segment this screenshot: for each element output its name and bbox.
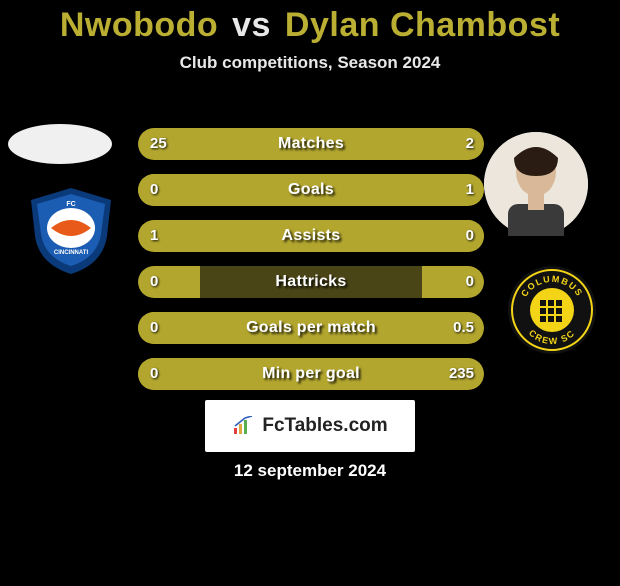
stat-row: 0235Min per goal [138, 358, 484, 390]
player1-name: Nwobodo [60, 6, 218, 44]
player1-club-badge: FC CINCINNATI [25, 184, 117, 276]
stat-row: 252Matches [138, 128, 484, 160]
stat-label: Assists [138, 220, 484, 252]
stat-label: Goals [138, 174, 484, 206]
stat-row: 00.5Goals per match [138, 312, 484, 344]
svg-text:CINCINNATI: CINCINNATI [54, 250, 89, 256]
date-text: 12 september 2024 [234, 461, 386, 481]
svg-text:FC: FC [66, 201, 75, 208]
stat-label: Hattricks [138, 266, 484, 298]
player1-avatar [8, 124, 112, 164]
stat-label: Goals per match [138, 312, 484, 344]
stats-bars: 252Matches 01Goals 10Assists 00Hattricks 00.… [138, 128, 484, 404]
branding-text: FcTables.com [262, 415, 387, 437]
branding-badge: FcTables.com [205, 400, 415, 452]
stat-row: 10Assists [138, 220, 484, 252]
stat-label: Min per goal [138, 358, 484, 390]
stat-row: 00Hattricks [138, 266, 484, 298]
subtitle: Club competitions, Season 2024 [0, 53, 620, 73]
comparison-title: Nwobodo vs Dylan Chambost [0, 6, 620, 45]
player2-club-badge: COLUMBUS CREW SC [506, 264, 598, 356]
vs-text: vs [228, 6, 275, 44]
chart-icon [232, 416, 256, 436]
stat-row: 01Goals [138, 174, 484, 206]
player2-name: Dylan Chambost [285, 6, 560, 44]
stat-label: Matches [138, 128, 484, 160]
player2-avatar [484, 132, 588, 236]
